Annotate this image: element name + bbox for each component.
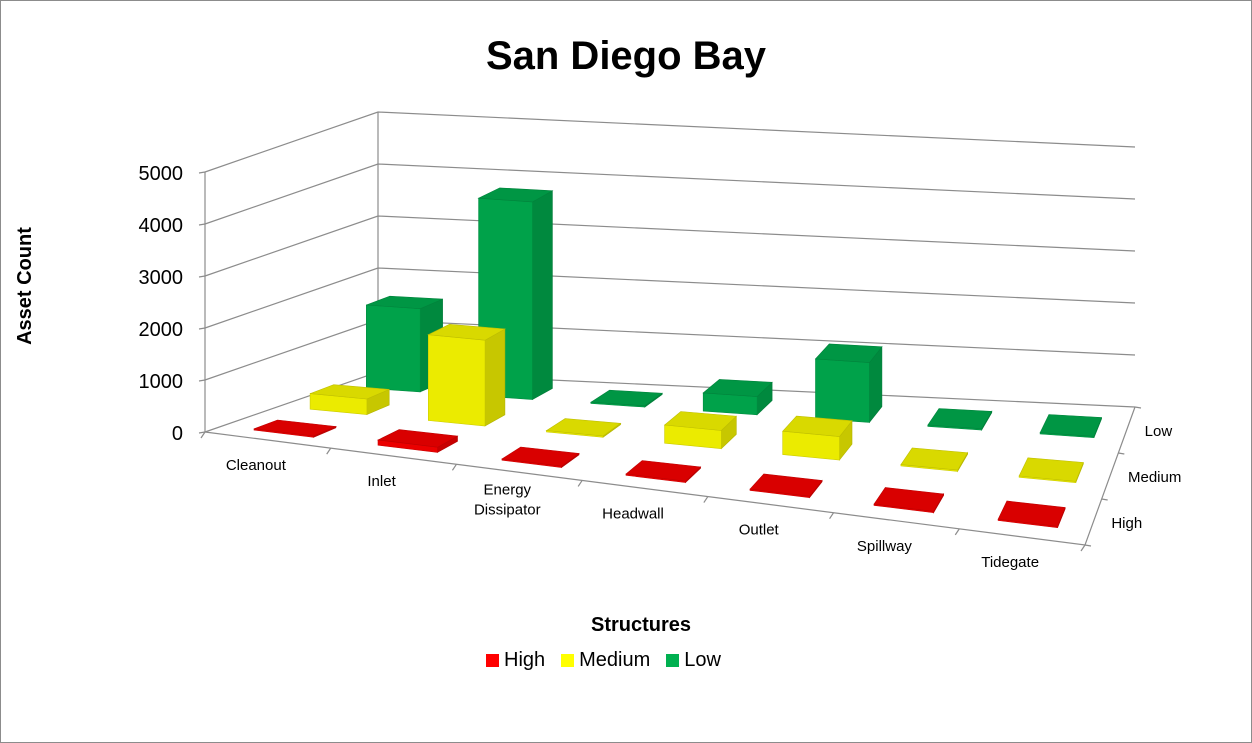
x-tick-mark: [326, 447, 332, 455]
legend-swatch-high: [486, 654, 499, 667]
x-tick-label: Headwall: [602, 506, 664, 523]
x-tick-mark: [1080, 544, 1086, 552]
x-tick-label: Energy Dissipator: [474, 481, 541, 518]
depth-tick-mark: [1084, 544, 1092, 547]
legend-label-low: Low: [684, 649, 721, 671]
y-tick-mark: [198, 275, 206, 278]
bar-top: [1039, 414, 1103, 437]
x-tick-label-line: Dissipator: [474, 501, 541, 518]
y-tick-label: 5000: [139, 163, 184, 185]
bar-top: [997, 500, 1066, 527]
legend-label-high: High: [504, 649, 546, 671]
x-tick-mark: [954, 528, 960, 536]
depth-tick-mark: [1101, 498, 1108, 501]
x-tick-mark: [200, 431, 206, 439]
bar-top: [782, 415, 853, 437]
y-tick-label: 1000: [139, 371, 184, 393]
x-tick-mark: [829, 512, 835, 520]
x-tick-mark: [451, 463, 457, 471]
y-tick-label: 0: [172, 423, 183, 445]
bar: [365, 304, 421, 393]
bar-top: [253, 419, 338, 437]
bar-top: [873, 487, 945, 512]
y-tick-label: 2000: [139, 319, 184, 341]
y-tick-mark: [198, 379, 206, 382]
x-tick-mark: [703, 496, 709, 503]
gridline: [204, 163, 1136, 225]
legend-item-high: High: [486, 649, 545, 672]
bar-top: [749, 473, 823, 497]
bar-side: [484, 328, 506, 427]
y-tick-mark: [198, 171, 206, 174]
bar-top: [427, 323, 506, 341]
bar-top: [366, 295, 443, 310]
x-tick-label: Spillway: [857, 538, 913, 555]
depth-tick-label: High: [1111, 515, 1142, 532]
bar-top: [927, 408, 993, 430]
x-tick-label: Cleanout: [226, 457, 287, 474]
x-tick-label-line: Energy: [484, 481, 532, 498]
x-tick-label: Inlet: [367, 473, 396, 490]
depth-tick-mark: [1134, 406, 1142, 409]
depth-tick-mark: [1118, 452, 1125, 455]
depth-tick-label: Low: [1145, 423, 1173, 440]
gridline: [204, 267, 1136, 329]
depth-tick-label: Medium: [1128, 469, 1181, 486]
bar-top: [309, 384, 390, 400]
gridline: [204, 319, 1136, 381]
bar-top: [814, 343, 883, 363]
gridline: [204, 215, 1136, 277]
bar-top: [663, 411, 737, 431]
x-tick-label: Outlet: [739, 522, 780, 539]
gridline: [204, 111, 1136, 173]
legend-swatch-low: [666, 654, 680, 667]
bar-top: [900, 447, 969, 471]
legend-swatch-medium: [561, 654, 575, 667]
x-tick-label: Tidegate: [981, 554, 1039, 571]
bar-top: [545, 418, 622, 437]
legend-item-low: Low: [666, 649, 721, 672]
legend-label-medium: Medium: [579, 649, 651, 671]
bar-top: [702, 379, 773, 397]
bar-top: [589, 389, 664, 407]
legend: High Medium Low: [486, 649, 721, 672]
bar-top: [477, 187, 554, 203]
bar-top: [376, 429, 459, 448]
x-tick-mark: [577, 480, 583, 487]
y-tick-mark: [198, 223, 206, 226]
bar: [427, 334, 486, 427]
y-tick-mark: [198, 431, 206, 434]
bar-top: [1018, 457, 1084, 482]
legend-item-medium: Medium: [561, 649, 650, 672]
chart-title: San Diego Bay: [485, 34, 767, 78]
y-tick-label: 3000: [139, 267, 184, 289]
bar: [815, 358, 870, 423]
y-tick-mark: [198, 327, 206, 330]
x-axis-label: Structures: [590, 614, 692, 636]
bar-top: [501, 446, 580, 467]
bar-top: [625, 460, 702, 482]
bar-side: [532, 190, 553, 401]
y-tick-label: 4000: [139, 215, 184, 237]
